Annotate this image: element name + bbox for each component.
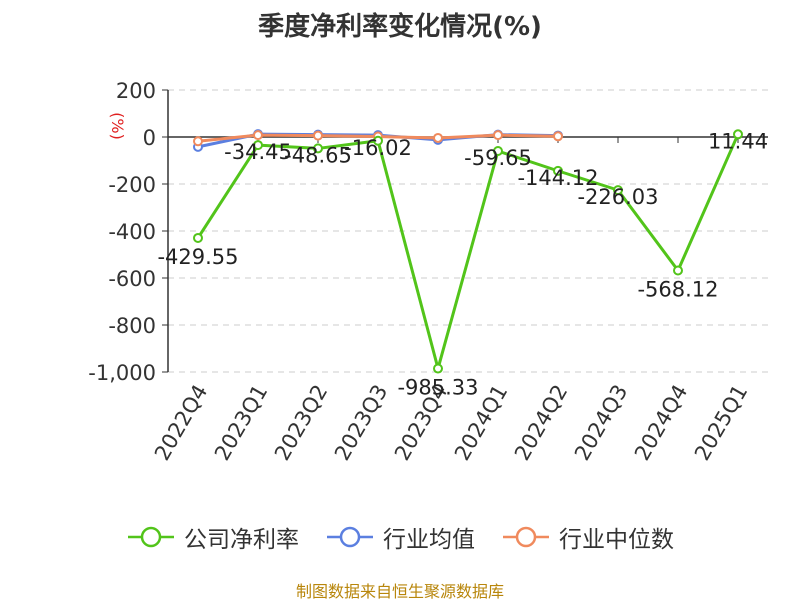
x-tick-label: 2024Q4 — [630, 381, 692, 465]
data-label: -226.03 — [577, 185, 658, 209]
data-point — [553, 131, 563, 142]
data-label: -144.12 — [517, 166, 598, 190]
y-tick-label: 200 — [116, 79, 156, 103]
x-tick-label: 2024Q2 — [510, 381, 572, 465]
y-tick-label: -400 — [108, 220, 156, 244]
data-label: -59.65 — [464, 146, 532, 170]
data-point — [433, 132, 443, 143]
data-point — [373, 135, 383, 146]
data-point — [553, 165, 563, 176]
data-label: -16.02 — [344, 136, 412, 160]
data-point — [493, 130, 503, 141]
legend-label: 公司净利率 — [184, 527, 299, 553]
data-point — [313, 130, 323, 141]
data-point — [613, 185, 623, 196]
x-tick-label: 2023Q2 — [270, 381, 332, 465]
data-label: 11.44 — [708, 129, 768, 153]
data-label: -985.33 — [397, 376, 478, 400]
x-tick-label: 2025Q1 — [690, 381, 752, 465]
legend-label: 行业均值 — [383, 527, 475, 553]
y-tick-label: -200 — [108, 173, 156, 197]
y-tick-label: 0 — [143, 126, 156, 150]
x-tick-label: 2022Q4 — [150, 381, 212, 465]
x-tick-label: 2023Q1 — [210, 381, 272, 465]
series-lines — [193, 129, 743, 374]
data-point — [493, 146, 503, 157]
y-tick-label: -1,000 — [88, 361, 156, 385]
y-axis-unit-label: (%) — [108, 112, 127, 140]
legend-marker-icon — [503, 526, 549, 548]
data-labels: -429.55 -34.45-48.65-16.02 -985.33 -59.65-1… — [157, 129, 768, 399]
data-point — [433, 363, 443, 374]
legend-item[interactable]: 行业中位数 — [501, 520, 674, 554]
legend-marker-icon — [327, 526, 373, 548]
legend-marker-icon — [128, 526, 174, 548]
data-point — [733, 129, 743, 140]
data-point — [193, 232, 203, 243]
legend-label: 行业中位数 — [559, 527, 674, 553]
legend: 公司净利率 行业均值 行业中位数 — [0, 520, 800, 554]
y-tick-label: -600 — [108, 267, 156, 291]
legend-item[interactable]: 行业均值 — [325, 520, 475, 554]
data-point — [253, 140, 263, 151]
data-point — [193, 136, 203, 147]
y-tick-label: -800 — [108, 314, 156, 338]
data-point — [313, 143, 323, 154]
data-point — [253, 130, 263, 141]
data-label: -34.45 — [224, 140, 292, 164]
data-point — [673, 265, 683, 276]
x-tick-label: 2024Q3 — [570, 381, 632, 465]
series-line-0 — [196, 133, 740, 371]
data-label: -568.12 — [637, 278, 718, 302]
source-note: 制图数据来自恒生聚源数据库 — [295, 582, 504, 601]
grid-lines — [168, 89, 768, 373]
data-label: -48.65 — [284, 143, 352, 167]
chart-title: 季度净利率变化情况(%) — [258, 12, 542, 42]
legend-item[interactable]: 公司净利率 — [126, 520, 299, 554]
data-label: -429.55 — [157, 245, 238, 269]
x-tick-label: 2023Q3 — [330, 381, 392, 465]
